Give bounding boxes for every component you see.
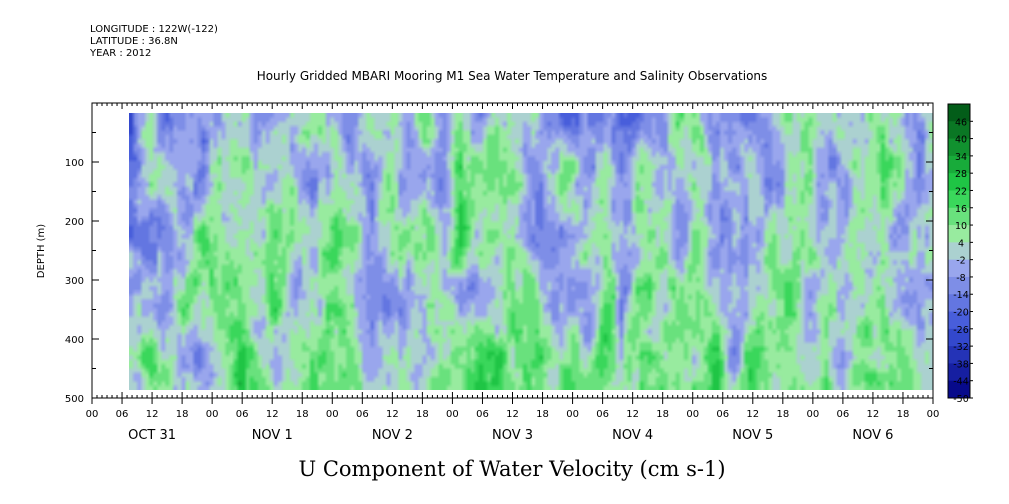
colorbar-band — [948, 259, 970, 278]
x-tick-label: 12 — [626, 409, 639, 420]
colorbar-band — [948, 346, 970, 364]
colorbar-band — [948, 173, 970, 191]
x-tick-label: 12 — [266, 409, 279, 420]
y-tick-label: 300 — [65, 276, 84, 287]
x-axis-title: U Component of Water Velocity (cm s-1) — [298, 457, 725, 481]
latitude-label: LATITUDE : 36.8N — [90, 36, 178, 47]
colorbar-band — [948, 242, 970, 261]
colorbar-band — [948, 190, 970, 209]
colorbar-band — [948, 328, 970, 347]
x-tick-label: 06 — [116, 409, 129, 420]
colorbar-label: 10 — [955, 221, 967, 232]
y-axis-title: DEPTH (m) — [36, 224, 47, 278]
x-tick-label: 18 — [536, 409, 549, 420]
x-tick-label: 00 — [206, 409, 219, 420]
heatmap-image — [129, 113, 933, 390]
colorbar-label: -8 — [956, 273, 965, 284]
colorbar-band — [948, 104, 970, 122]
x-tick-label: 12 — [746, 409, 759, 420]
colorbar: 46 40 34 28 22 16 10 4 -2 -8 -14 -20 -26 -32 -38 -44 -50 — [947, 103, 973, 405]
x-tick-label: 18 — [776, 409, 789, 420]
colorbar-label: -2 — [956, 256, 965, 267]
colorbar-label: -26 — [953, 325, 969, 336]
x-tick-label: 00 — [686, 409, 699, 420]
x-tick-label: 12 — [386, 409, 399, 420]
year-label: YEAR : 2012 — [90, 48, 152, 59]
colorbar-band — [948, 121, 970, 139]
x-tick-label: 18 — [416, 409, 429, 420]
x-tick-label: 00 — [446, 409, 459, 420]
colorbar-label: -50 — [953, 394, 969, 405]
x-tick-label: 12 — [867, 409, 880, 420]
x-day-label: NOV 6 — [852, 428, 893, 443]
colorbar-label: -14 — [953, 290, 969, 301]
colorbar-label: 28 — [955, 169, 967, 180]
colorbar-band — [948, 311, 970, 330]
x-tick-label: 18 — [296, 409, 309, 420]
x-tick-label: 00 — [806, 409, 819, 420]
colorbar-band — [948, 363, 970, 382]
x-tick-label: 12 — [506, 409, 519, 420]
colorbar-band — [948, 380, 970, 399]
x-tick-label: 06 — [476, 409, 489, 420]
x-day-label: NOV 3 — [492, 428, 533, 443]
x-tick-label: 18 — [656, 409, 669, 420]
heatmap-field — [129, 113, 933, 390]
colorbar-band — [948, 138, 970, 157]
x-tick-label: 00 — [86, 409, 99, 420]
x-tick-label: 06 — [716, 409, 729, 420]
longitude-label: LONGITUDE : 122W(-122) — [90, 24, 218, 35]
x-tick-label: 00 — [326, 409, 339, 420]
x-tick-label: 06 — [837, 409, 850, 420]
x-tick-label: 00 — [566, 409, 579, 420]
x-day-label: NOV 1 — [252, 428, 293, 443]
x-tick-label: 00 — [927, 409, 940, 420]
x-tick-label: 06 — [236, 409, 249, 420]
x-tick-label: 06 — [596, 409, 609, 420]
axes: 00 06 12 18 00 06 12 18 00 06 12 18 00 06 12 18 00 06 12 18… — [65, 103, 939, 443]
colorbar-label: 46 — [955, 117, 967, 128]
x-tick-label: 12 — [146, 409, 159, 420]
x-day-label: NOV 4 — [612, 428, 653, 443]
colorbar-band — [948, 276, 970, 295]
colorbar-label: 16 — [955, 204, 967, 215]
colorbar-label: 40 — [955, 135, 967, 146]
colorbar-band — [948, 225, 970, 243]
colorbar-label: -38 — [953, 359, 969, 370]
y-tick-label: 100 — [65, 158, 84, 169]
y-tick-label: 500 — [65, 394, 84, 405]
colorbar-label: 34 — [955, 152, 967, 163]
x-tick-label: 18 — [897, 409, 910, 420]
x-day-label: NOV 5 — [732, 428, 773, 443]
colorbar-label: -44 — [953, 377, 969, 388]
x-day-label: NOV 2 — [372, 428, 413, 443]
y-tick-label: 200 — [65, 217, 84, 228]
colorbar-band — [948, 155, 970, 174]
colorbar-label: 22 — [955, 186, 967, 197]
x-tick-label: 18 — [176, 409, 189, 420]
colorbar-band — [948, 294, 970, 312]
colorbar-label: 4 — [958, 238, 964, 249]
y-tick-label: 400 — [65, 335, 84, 346]
colorbar-label: -20 — [953, 308, 969, 319]
chart-title: Hourly Gridded MBARI Mooring M1 Sea Wate… — [257, 69, 768, 83]
colorbar-frame — [947, 103, 971, 399]
colorbar-label: -32 — [953, 342, 969, 353]
x-day-label: OCT 31 — [128, 428, 176, 443]
x-tick-label: 06 — [356, 409, 369, 420]
colorbar-band — [948, 207, 970, 226]
